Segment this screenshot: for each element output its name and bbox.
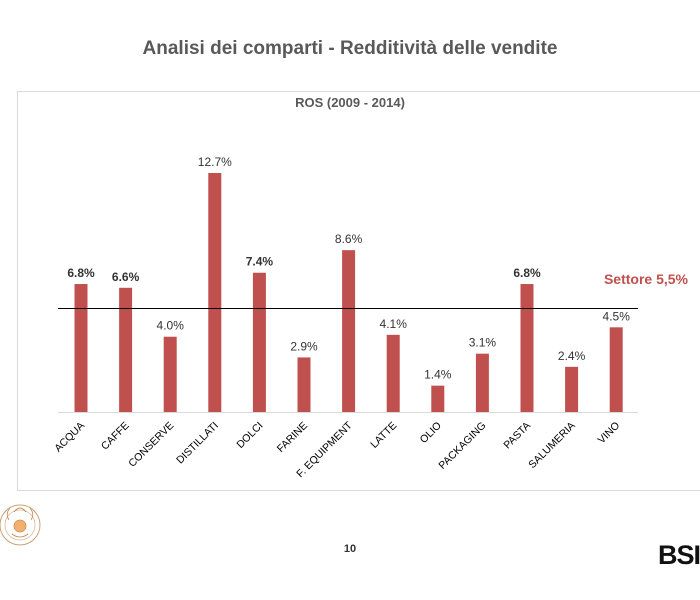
data-label-1: 6.6% [112, 270, 140, 284]
x-tick-label-3: DISTILLATI [174, 420, 221, 467]
x-tick-label-8: OLIO [418, 420, 444, 446]
sector-reference-label: Settore 5,5% [604, 271, 689, 287]
data-label-11: 2.4% [558, 349, 586, 363]
bar-2 [163, 336, 177, 412]
x-tick-label-2: CONSERVE [126, 420, 176, 470]
data-label-6: 8.6% [335, 232, 363, 246]
bar-4 [252, 272, 266, 412]
bar-3 [208, 173, 222, 412]
bar-6 [342, 250, 356, 412]
data-label-7: 4.1% [380, 317, 408, 331]
bar-0 [74, 284, 88, 412]
data-label-4: 7.4% [246, 255, 274, 269]
slide-title: Analisi dei comparti - Redditività delle… [142, 38, 558, 59]
x-tick-label-11: SALUMERIA [526, 420, 577, 471]
bar-11 [565, 366, 579, 412]
bar-7 [386, 334, 400, 412]
x-tick-label-9: PACKAGING [436, 420, 488, 472]
data-label-3: 12.7% [198, 155, 232, 169]
data-label-8: 1.4% [424, 368, 452, 382]
data-label-10: 6.8% [513, 266, 541, 280]
x-tick-label-5: FARINE [275, 420, 310, 455]
x-tick-label-0: ACQUA [52, 420, 87, 455]
association-emblem-logo [0, 504, 41, 546]
x-tick-label-10: PASTA [501, 420, 533, 452]
data-label-12: 4.5% [603, 309, 631, 323]
data-label-9: 3.1% [469, 336, 497, 350]
x-tick-label-1: CAFFE [99, 420, 132, 453]
x-tick-label-7: LATTE [368, 420, 399, 451]
page-number: 10 [343, 543, 357, 555]
x-tick-label-4: DOLCI [234, 420, 265, 451]
bar-8 [431, 385, 445, 412]
bar-12 [609, 327, 623, 412]
data-label-5: 2.9% [290, 339, 318, 353]
chart-title: ROS (2009 - 2014) [295, 95, 405, 110]
data-label-0: 6.8% [67, 266, 95, 280]
bar-5 [297, 357, 311, 412]
bar-9 [475, 353, 489, 412]
data-label-2: 4.0% [157, 319, 185, 333]
bar-10 [520, 284, 534, 412]
bsi-brand-logo: BSI [658, 540, 700, 570]
bar-1 [119, 287, 133, 412]
x-tick-label-12: VINO [596, 420, 623, 447]
